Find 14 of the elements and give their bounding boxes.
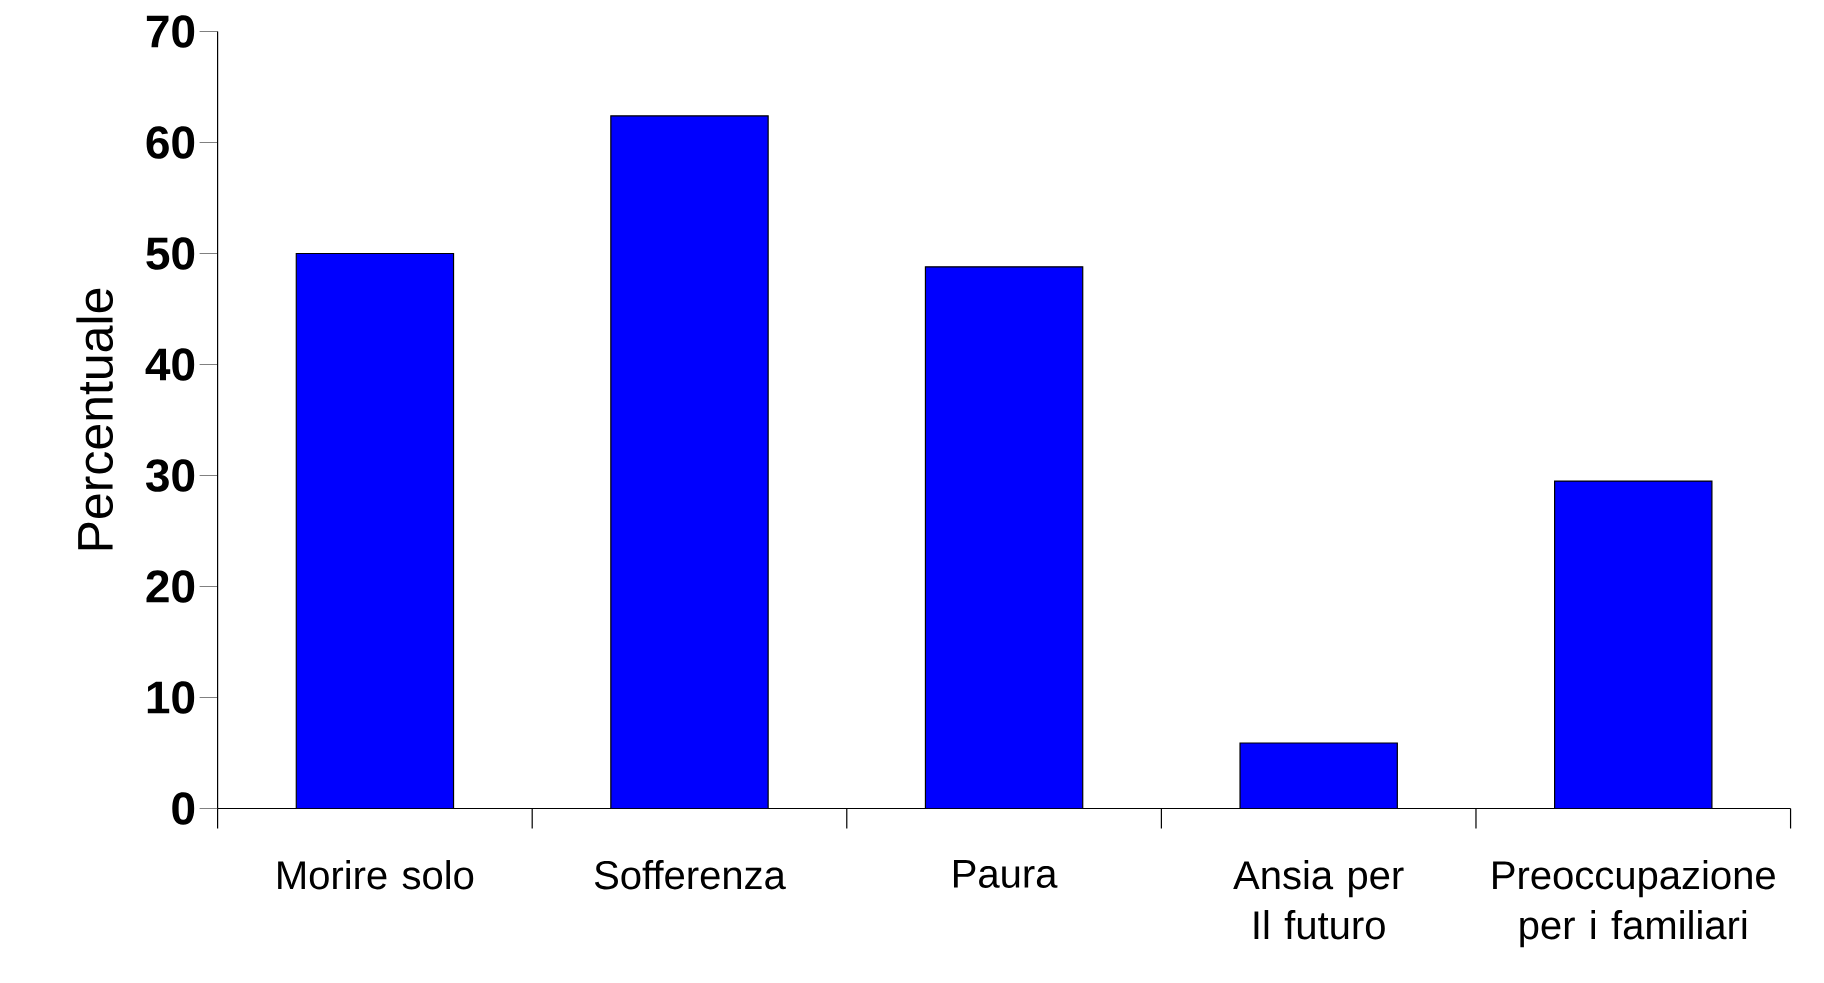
y-tick-label: 20: [146, 570, 195, 603]
y-tick-label: 40: [145, 348, 195, 381]
y-axis-title: Percentuale: [76, 288, 114, 550]
x-tick-label: Ansia per Il futuro: [1233, 860, 1404, 940]
x-tick-label: Sofferenza: [594, 860, 786, 890]
y-tick-label: 10: [147, 681, 195, 714]
y-tick-label: 50: [146, 237, 195, 270]
y-tick-label: 30: [145, 459, 195, 492]
x-tick-label: Preoccupazione per i familiari: [1493, 860, 1775, 948]
y-tick-label: 60: [146, 126, 195, 159]
x-tick-label: Morire solo: [278, 860, 474, 890]
y-tick-label: 70: [146, 15, 195, 48]
x-tick-label: Paura: [953, 860, 1058, 888]
y-tick-label: 0: [172, 792, 195, 825]
